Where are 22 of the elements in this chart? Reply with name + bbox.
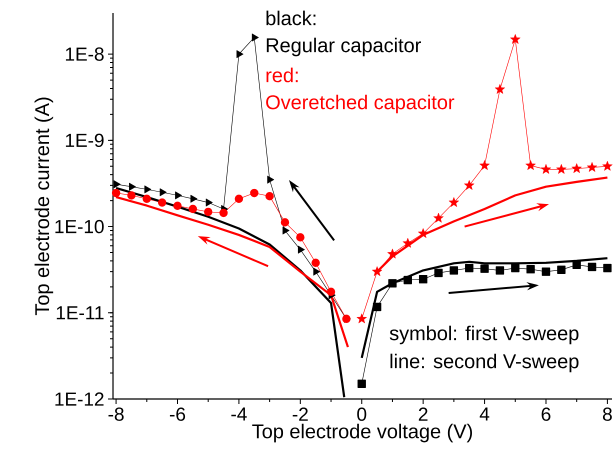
y-tick-label: 1E-11 <box>56 306 104 320</box>
annotation: symbol: first V-sweep <box>390 326 578 344</box>
annotation: line: second V-sweep <box>390 354 578 372</box>
x-tick-label: -2 <box>292 408 308 421</box>
y-tick-label: 1E-8 <box>66 47 104 61</box>
x-tick-label: 0 <box>357 408 366 421</box>
annotation: Overetched capacitor <box>266 94 454 114</box>
x-tick-label: 6 <box>542 408 550 421</box>
y-axis-title: Top electrode current (A) <box>34 98 54 316</box>
x-axis-title: Top electrode voltage (V) <box>252 424 472 442</box>
y-tick-label: 1E-12 <box>55 392 104 406</box>
x-tick-label: 2 <box>418 408 428 421</box>
x-tick-label: 4 <box>480 408 490 421</box>
annotation: Regular capacitor <box>266 38 421 56</box>
y-tick-label: 1E-9 <box>66 134 104 148</box>
x-tick-label: -6 <box>170 408 186 421</box>
annotation: red: <box>266 68 298 82</box>
x-tick-label: 8 <box>602 408 612 421</box>
y-tick-label: 1E-10 <box>55 220 104 234</box>
x-tick-label: -4 <box>231 408 247 421</box>
annotation: black: <box>266 10 316 26</box>
x-tick-label: -8 <box>108 408 124 421</box>
